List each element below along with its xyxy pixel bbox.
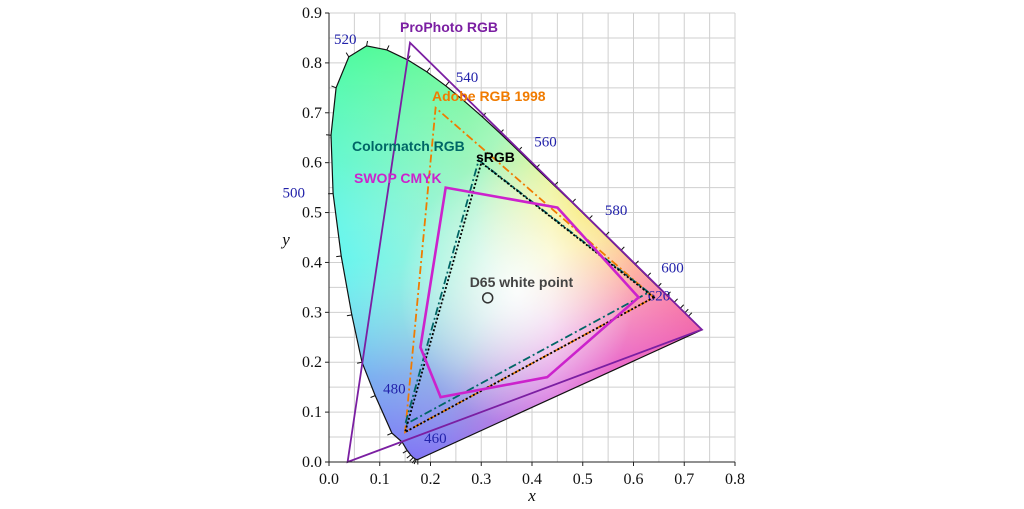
white-point-label: D65 white point	[470, 274, 574, 290]
x-tick-label: 0.8	[725, 471, 745, 488]
gamut-label-colormatch-rgb: Colormatch RGB	[352, 138, 465, 154]
x-tick-label: 0.3	[471, 471, 491, 488]
locus-tick	[426, 67, 431, 73]
axes: 0.0 0.1 0.2 0.3 0.4 0.5 0.6 0.7 0.8 0.0 0.1 0.2 0.3 0…	[280, 5, 745, 505]
y-tick-label: 0.3	[302, 304, 322, 321]
locus-tick	[386, 45, 390, 51]
gamut-label-prophoto-rgb: ProPhoto RGB	[400, 19, 498, 35]
locus-tick	[336, 255, 342, 258]
wavelength-label-480: 480	[383, 382, 406, 398]
wavelength-label-520: 520	[334, 32, 357, 48]
locus-tick	[402, 450, 408, 454]
locus-tick	[370, 395, 376, 398]
locus-tick	[366, 40, 369, 47]
x-tick-label: 0.2	[421, 471, 441, 488]
locus-tick	[331, 85, 337, 89]
locus-tick	[387, 432, 393, 436]
annotations: D65 white point ProPhoto RGB Adobe RGB 199…	[352, 19, 573, 290]
y-tick-label: 0.4	[302, 254, 322, 271]
y-tick-label: 0.8	[302, 55, 322, 72]
x-tick-label: 0.4	[522, 471, 542, 488]
gamut-polygons	[346, 40, 704, 464]
y-tick-label: 0.7	[302, 105, 322, 122]
y-tick-label: 0.6	[302, 155, 322, 172]
locus-tick	[345, 52, 350, 58]
locus-tick	[406, 454, 412, 459]
gamut-srgb	[403, 161, 656, 434]
x-tick-label: 0.5	[573, 471, 593, 488]
locus-tick	[346, 314, 352, 317]
y-tick-label: 0.2	[302, 354, 322, 371]
x-tick-label: 0.7	[674, 471, 694, 488]
wavelength-label-560: 560	[534, 135, 557, 151]
x-tick-label: 0.1	[370, 471, 390, 488]
x-axis-label: x	[527, 486, 536, 505]
locus-tick	[356, 361, 363, 364]
y-tick-label: 0.1	[302, 404, 322, 421]
x-tick-label: 0.6	[624, 471, 644, 488]
y-axis-label: y	[280, 230, 290, 249]
gamut-label-adobe-rgb-1998: Adobe RGB 1998	[432, 88, 546, 104]
y-tick-label: 0.9	[302, 5, 322, 22]
wavelength-label-580: 580	[605, 203, 628, 219]
y-tick-label: 0.5	[302, 205, 322, 222]
y-tick-label: 0.0	[302, 454, 322, 471]
locus-tick	[445, 81, 450, 87]
gamut-colormatch-rgb	[403, 158, 651, 427]
white-point-marker	[481, 292, 494, 304]
spectral-locus-fill	[331, 45, 702, 460]
gamut-label-swop-cmyk: SWOP CMYK	[354, 170, 442, 186]
gamut-swop-cmyk	[419, 186, 641, 399]
wavelength-label-600: 600	[661, 260, 684, 276]
wavelength-label-460: 460	[424, 431, 447, 447]
gamut-label-srgb: sRGB	[476, 149, 515, 165]
wavelength-label-540: 540	[456, 70, 479, 86]
locus-tick	[409, 457, 414, 462]
x-tick-label: 0.0	[319, 471, 339, 488]
wavelength-label-500: 500	[283, 186, 306, 202]
gamut-prophoto-rgb	[346, 40, 704, 464]
